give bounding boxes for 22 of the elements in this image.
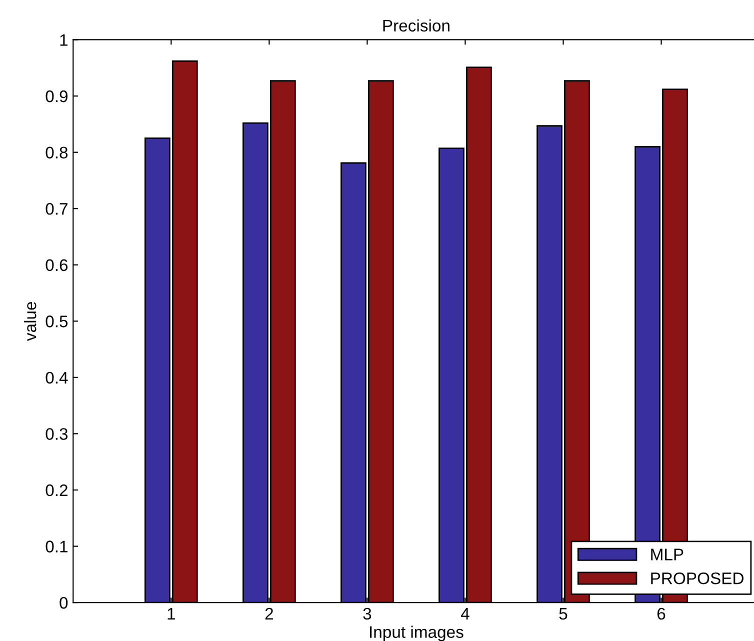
y-tick-label: 0 [60,596,68,609]
y-tick-label: 0.6 [46,259,68,272]
x-tick-label: 1 [168,608,175,620]
x-tick-label: 5 [559,608,568,620]
y-tick-label: 0.9 [46,90,68,102]
x-tick-label: 4 [460,608,470,620]
x-tick-label: 3 [363,608,372,620]
y-tick-label: 0.7 [46,202,68,215]
y-tick-label: 1 [60,34,68,46]
chart-title: Precision [383,19,450,32]
legend-label: MLP [651,548,684,560]
y-tick-label: 0.1 [46,540,68,552]
y-tick-label: 0.4 [46,372,68,384]
x-axis-title: Input images [370,626,464,641]
x-tick-label: 6 [657,608,666,620]
y-tick-label: 0.2 [46,484,68,496]
legend-label: PROPOSED [651,572,744,584]
y-tick-label: 0.3 [46,428,68,440]
y-axis-title: value [24,302,36,342]
y-tick-label: 0.8 [46,146,68,159]
x-tick-label: 2 [265,608,273,620]
y-tick-label: 0.5 [46,316,68,328]
